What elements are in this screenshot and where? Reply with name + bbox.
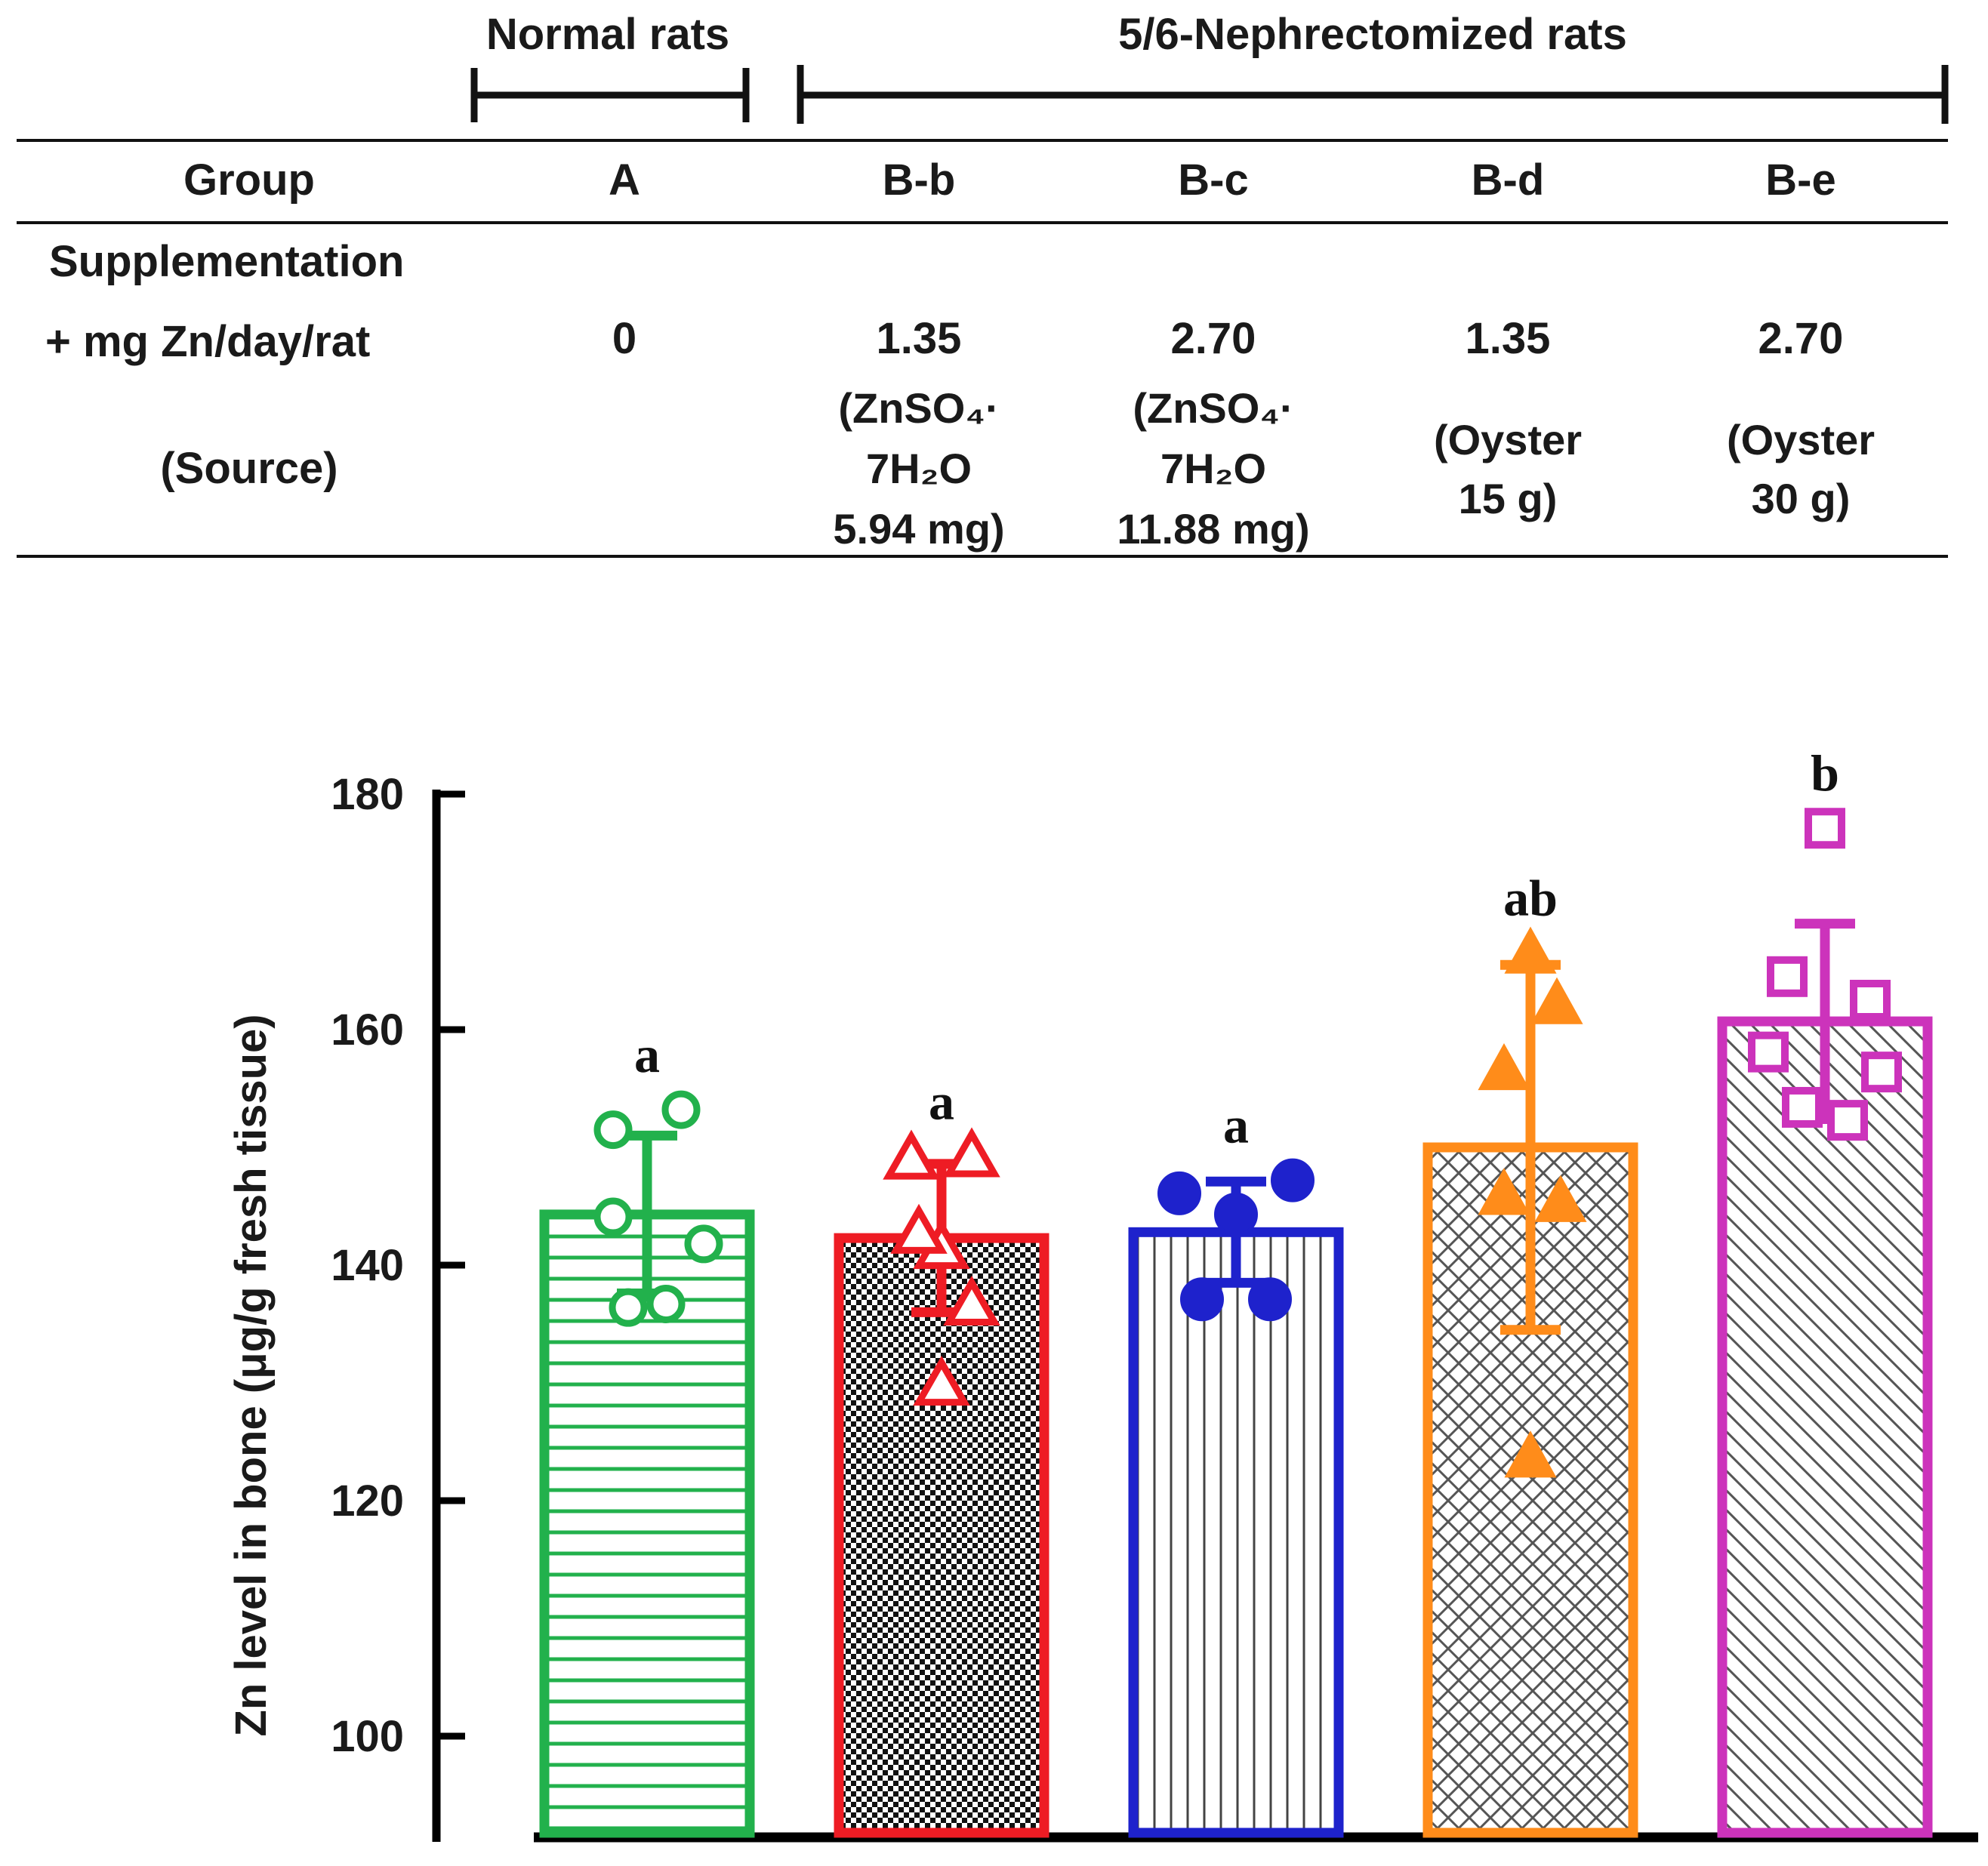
significance-label-A: a (634, 1026, 660, 1083)
bar-A (539, 1209, 755, 1838)
table-column-B-e: B-e 2.70 (Oyster 30 g) (1727, 156, 1875, 522)
supplement-table: Group Supplementation + mg Zn/day/rat (S… (17, 139, 1948, 558)
dose-cell: 2.70 (1171, 314, 1256, 363)
y-tick-label-120: 120 (331, 1476, 404, 1526)
data-point-A-5 (609, 1288, 648, 1327)
normal-rats-bracket (470, 68, 750, 122)
nephrectomized-rats-bracket (797, 65, 1949, 124)
row-label-supplementation: Supplementation (49, 237, 404, 286)
data-point-B-d-1 (1504, 926, 1557, 974)
bar-B-e (1717, 1016, 1933, 1838)
source-cell-line-2: 7H₂O (866, 445, 972, 492)
group-cell: B-e (1765, 156, 1835, 205)
data-point-B-b-2 (943, 1127, 1000, 1178)
data-point-B-b-1 (883, 1129, 940, 1180)
group-cell: B-d (1472, 156, 1545, 205)
data-point-B-b-5 (913, 1356, 970, 1406)
bar-group-B-c: a (1128, 1097, 1344, 1838)
group-cell: B-c (1178, 156, 1248, 205)
data-point-B-c-5 (1248, 1277, 1292, 1322)
significance-label-B-e: b (1811, 744, 1839, 802)
data-point-B-b-6 (890, 1203, 948, 1254)
source-cell-line-2: 30 g) (1752, 475, 1851, 522)
data-point-A-6 (646, 1284, 686, 1323)
significance-label-B-c: a (1223, 1097, 1249, 1154)
y-tick-label-100: 100 (331, 1712, 404, 1761)
data-point-B-e-2 (1767, 956, 1808, 997)
row-label-group: Group (183, 156, 315, 205)
bars: a a a ab b (539, 744, 1933, 1838)
data-point-B-e-6 (1782, 1086, 1823, 1128)
bar-group-B-e: b (1717, 744, 1933, 1838)
source-cell-line-1: (Oyster (1434, 416, 1582, 463)
y-tick-label-140: 140 (331, 1241, 404, 1290)
data-point-B-d-3 (1478, 1042, 1530, 1091)
data-point-A-2 (593, 1110, 633, 1150)
bar-group-B-d: ab (1422, 870, 1638, 1838)
data-point-B-e-3 (1850, 980, 1891, 1021)
data-point-B-d-6 (1504, 1430, 1557, 1478)
dose-cell: 1.35 (1466, 314, 1551, 363)
data-point-B-d-5 (1534, 1175, 1587, 1222)
data-point-A-4 (684, 1224, 723, 1264)
bar-chart: Zn level in bone (μg/g fresh tissue) 100… (227, 744, 1978, 1843)
table-column-B-b: B-b 1.35 (ZnSO₄· 7H₂O 5.94 mg) (833, 156, 1004, 553)
y-tick-label-180: 180 (331, 770, 404, 819)
y-axis-ticks: 100 120 140 160 180 (331, 770, 465, 1761)
bar-group-A: a (539, 1026, 755, 1838)
table-column-B-d: B-d 1.35 (Oyster 15 g) (1434, 156, 1582, 522)
nephrectomized-rats-label: 5/6-Nephrectomized rats (1118, 10, 1627, 59)
source-cell-line-2: 15 g) (1459, 475, 1558, 522)
row-label-source: (Source) (160, 444, 337, 493)
data-point-B-e-4 (1748, 1031, 1789, 1073)
data-point-B-e-7 (1827, 1100, 1868, 1141)
y-tick-label-160: 160 (331, 1005, 404, 1055)
source-cell-line-1: (Oyster (1727, 416, 1875, 463)
dose-cell: 1.35 (877, 314, 962, 363)
table-column-B-c: B-c 2.70 (ZnSO₄· 7H₂O 11.88 mg) (1117, 156, 1309, 553)
y-axis-label: Zn level in bone (μg/g fresh tissue) (227, 1014, 276, 1736)
source-cell-line-3: 5.94 mg) (833, 505, 1004, 553)
significance-label-B-b: a (929, 1073, 954, 1130)
dose-cell: 2.70 (1758, 314, 1844, 363)
data-point-A-3 (593, 1197, 633, 1236)
bar-B-c (1128, 1227, 1344, 1838)
data-point-B-b-4 (943, 1275, 1000, 1326)
data-point-B-e-5 (1861, 1052, 1902, 1093)
data-point-B-d-4 (1478, 1168, 1530, 1215)
data-point-B-d-2 (1530, 977, 1583, 1024)
bar-group-B-b: a (834, 1073, 1049, 1838)
data-point-A-1 (661, 1090, 701, 1129)
group-cell: A (609, 156, 640, 205)
source-cell-line-2: 7H₂O (1160, 445, 1266, 492)
data-point-B-e-1 (1805, 808, 1845, 849)
source-cell-line-3: 11.88 mg) (1117, 505, 1309, 553)
bar-B-b (834, 1233, 1049, 1838)
dose-cell: 0 (612, 314, 636, 363)
data-point-B-c-4 (1180, 1277, 1224, 1322)
source-cell-line-1: (ZnSO₄· (838, 384, 999, 432)
header: Normal rats 5/6-Nephrectomized rats (470, 10, 1949, 124)
normal-rats-label: Normal rats (486, 10, 729, 59)
group-cell: B-b (883, 156, 956, 205)
data-point-B-c-1 (1157, 1171, 1201, 1215)
data-point-B-c-3 (1214, 1192, 1258, 1236)
table-column-A: A 0 (609, 156, 640, 363)
significance-label-B-d: ab (1503, 870, 1558, 927)
data-point-B-c-2 (1271, 1158, 1315, 1202)
row-label-dose: + mg Zn/day/rat (45, 317, 370, 366)
source-cell-line-1: (ZnSO₄· (1133, 384, 1293, 432)
